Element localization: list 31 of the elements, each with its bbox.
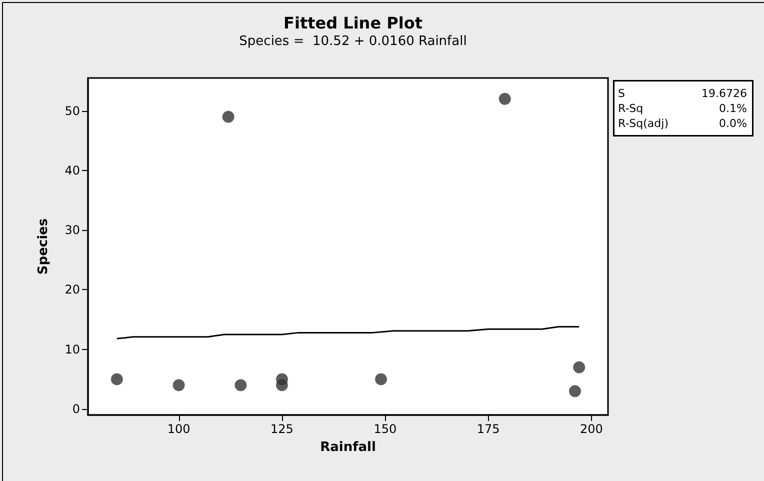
y-tick-label: 30 (64, 223, 80, 238)
point (110, 373, 123, 386)
line-series (116, 326, 580, 340)
chart-title: Fitted Line Plot (284, 14, 423, 32)
point (375, 373, 388, 386)
x-tick-label: 150 (374, 422, 397, 436)
chart-subtitle: Species = 10.52 + 0.0160 Rainfall (239, 34, 467, 49)
y-tick-label: 10 (64, 342, 80, 356)
x-tick-label: 100 (167, 422, 190, 436)
point (573, 361, 586, 374)
text: R-Sq(adj) (618, 117, 668, 130)
point (276, 379, 288, 392)
y-tick-label: 40 (64, 163, 80, 178)
y-axis-title: Species (36, 218, 51, 275)
y-tick-label: 0 (72, 402, 80, 416)
x-tick-label: 200 (580, 422, 603, 436)
point (234, 379, 247, 392)
point (498, 92, 511, 105)
point (568, 385, 581, 398)
text: 19.6726 (702, 87, 747, 100)
y-tick-label: 20 (64, 282, 80, 297)
text: 0.0% (719, 117, 747, 130)
x-tick-label: 125 (270, 422, 294, 436)
point (172, 379, 185, 392)
point (222, 110, 234, 123)
y-tick-label: 50 (64, 104, 80, 118)
text: 0.1% (719, 102, 747, 115)
text: R-Sq (618, 102, 644, 115)
x-tick-label: 175 (476, 422, 500, 436)
x-axis-title: Rainfall (320, 440, 376, 455)
text: S (618, 87, 625, 100)
